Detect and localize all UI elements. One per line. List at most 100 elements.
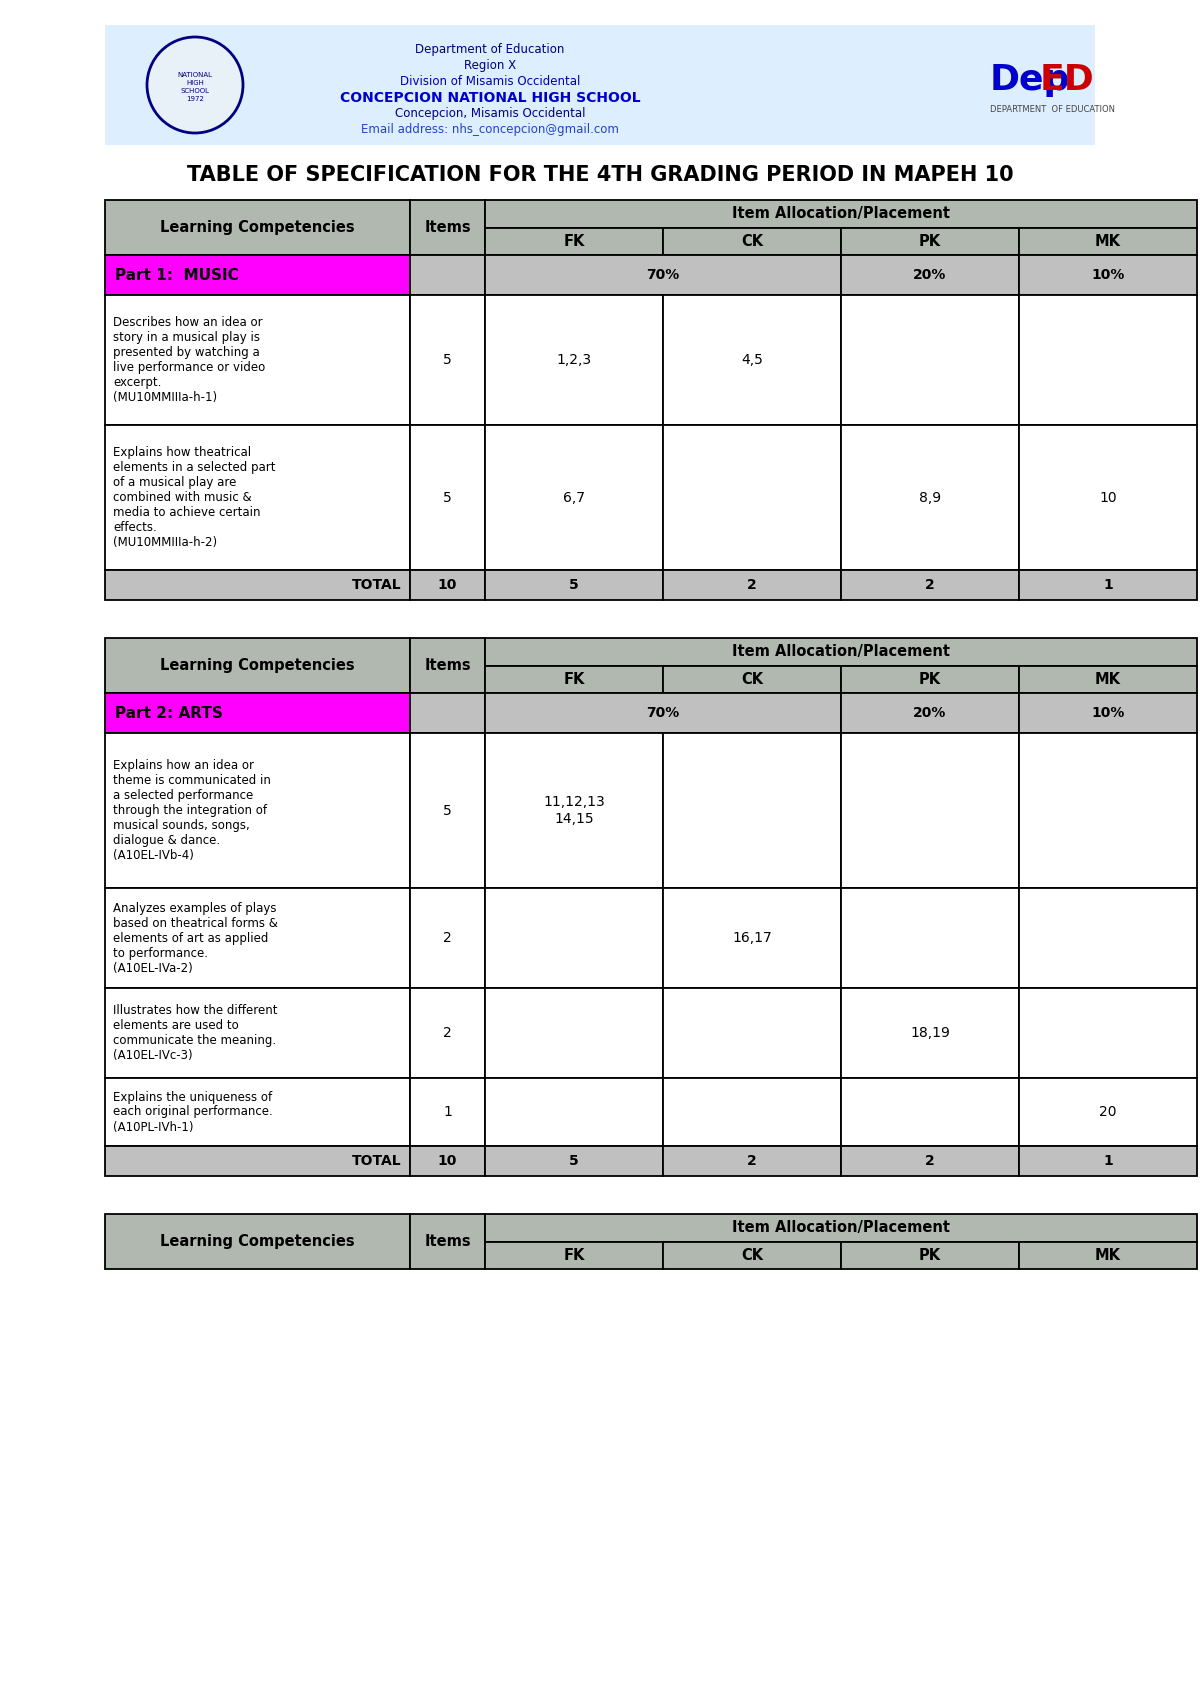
- Bar: [841, 571, 1019, 599]
- Text: DEPARTMENT  OF EDUCATION: DEPARTMENT OF EDUCATION: [990, 105, 1115, 114]
- Bar: [841, 255, 1019, 295]
- Bar: [106, 734, 410, 888]
- Bar: [410, 571, 485, 599]
- Text: FK: FK: [563, 1248, 584, 1263]
- Bar: [106, 200, 410, 255]
- Bar: [410, 734, 485, 888]
- Bar: [1019, 888, 1198, 988]
- Bar: [410, 693, 485, 734]
- Text: FK: FK: [563, 234, 584, 248]
- Text: Concepcion, Misamis Occidental: Concepcion, Misamis Occidental: [395, 107, 586, 121]
- Bar: [1019, 228, 1198, 255]
- Bar: [485, 734, 662, 888]
- Bar: [841, 1146, 1019, 1177]
- Text: Explains the uniqueness of
each original performance.
(A10PL-IVh-1): Explains the uniqueness of each original…: [113, 1090, 272, 1134]
- Text: 1: 1: [1103, 1155, 1112, 1168]
- Text: 5: 5: [569, 577, 578, 593]
- Text: MK: MK: [1096, 672, 1121, 686]
- Text: 8,9: 8,9: [919, 491, 941, 504]
- Text: 10: 10: [438, 577, 457, 593]
- Text: TABLE OF SPECIFICATION FOR THE 4TH GRADING PERIOD IN MAPEH 10: TABLE OF SPECIFICATION FOR THE 4TH GRADI…: [187, 165, 1013, 185]
- Bar: [410, 1078, 485, 1146]
- Bar: [410, 295, 485, 424]
- Text: MK: MK: [1096, 1248, 1121, 1263]
- Text: 16,17: 16,17: [732, 931, 772, 946]
- Text: 10: 10: [438, 1155, 457, 1168]
- Bar: [841, 1078, 1019, 1146]
- Bar: [662, 734, 841, 888]
- Text: 5: 5: [569, 1155, 578, 1168]
- Text: Region X: Region X: [464, 59, 516, 71]
- Text: FK: FK: [563, 672, 584, 686]
- Bar: [485, 1241, 662, 1268]
- Text: HIGH: HIGH: [186, 80, 204, 87]
- Bar: [410, 1214, 485, 1268]
- Text: 5: 5: [443, 491, 452, 504]
- Bar: [106, 1214, 410, 1268]
- Bar: [662, 571, 841, 599]
- Bar: [1019, 571, 1198, 599]
- Bar: [106, 571, 410, 599]
- Text: 1972: 1972: [186, 97, 204, 102]
- Bar: [106, 693, 410, 734]
- Text: 20: 20: [1099, 1105, 1117, 1119]
- Text: 70%: 70%: [647, 268, 679, 282]
- Text: CK: CK: [740, 1248, 763, 1263]
- Text: Email address: nhs_concepcion@gmail.com: Email address: nhs_concepcion@gmail.com: [361, 122, 619, 136]
- Text: 2: 2: [748, 1155, 757, 1168]
- Text: 11,12,13
14,15: 11,12,13 14,15: [544, 795, 605, 825]
- Text: MK: MK: [1096, 234, 1121, 248]
- Bar: [485, 1146, 662, 1177]
- Bar: [841, 988, 1019, 1078]
- Text: 1,2,3: 1,2,3: [557, 353, 592, 367]
- Text: 6,7: 6,7: [563, 491, 586, 504]
- Bar: [662, 295, 841, 424]
- Text: Part 2: ARTS: Part 2: ARTS: [115, 705, 223, 720]
- Text: 1: 1: [1103, 577, 1112, 593]
- Text: Learning Competencies: Learning Competencies: [160, 659, 355, 672]
- Text: 5: 5: [443, 353, 452, 367]
- Bar: [841, 295, 1019, 424]
- Bar: [1019, 1146, 1198, 1177]
- Bar: [485, 693, 841, 734]
- Bar: [1019, 424, 1198, 571]
- Bar: [410, 424, 485, 571]
- Bar: [1019, 734, 1198, 888]
- Bar: [662, 228, 841, 255]
- Text: Item Allocation/Placement: Item Allocation/Placement: [732, 1221, 950, 1234]
- Circle shape: [148, 37, 242, 132]
- Text: Explains how an idea or
theme is communicated in
a selected performance
through : Explains how an idea or theme is communi…: [113, 759, 271, 863]
- Bar: [841, 734, 1019, 888]
- Bar: [410, 200, 485, 255]
- Bar: [662, 666, 841, 693]
- Bar: [841, 888, 1019, 988]
- Text: Item Allocation/Placement: Item Allocation/Placement: [732, 205, 950, 221]
- Text: 1: 1: [443, 1105, 452, 1119]
- Text: Describes how an idea or
story in a musical play is
presented by watching a
live: Describes how an idea or story in a musi…: [113, 316, 265, 404]
- Bar: [106, 888, 410, 988]
- Bar: [485, 666, 662, 693]
- Bar: [106, 1146, 410, 1177]
- Bar: [1019, 988, 1198, 1078]
- Bar: [662, 988, 841, 1078]
- Text: 18,19: 18,19: [910, 1026, 950, 1039]
- Bar: [1019, 666, 1198, 693]
- Bar: [1019, 1078, 1198, 1146]
- Text: 2: 2: [925, 577, 935, 593]
- Text: Dep: Dep: [990, 63, 1070, 97]
- Text: 2: 2: [443, 1026, 452, 1039]
- Bar: [106, 255, 410, 295]
- Bar: [662, 1241, 841, 1268]
- Text: 2: 2: [925, 1155, 935, 1168]
- Bar: [662, 1078, 841, 1146]
- Text: NATIONAL: NATIONAL: [178, 71, 212, 78]
- Bar: [485, 888, 662, 988]
- Text: Items: Items: [424, 221, 470, 234]
- Bar: [410, 1146, 485, 1177]
- Text: CK: CK: [740, 234, 763, 248]
- Bar: [485, 424, 662, 571]
- Text: 70%: 70%: [647, 706, 679, 720]
- Text: Items: Items: [424, 1234, 470, 1250]
- Text: 10: 10: [1099, 491, 1117, 504]
- Bar: [410, 255, 485, 295]
